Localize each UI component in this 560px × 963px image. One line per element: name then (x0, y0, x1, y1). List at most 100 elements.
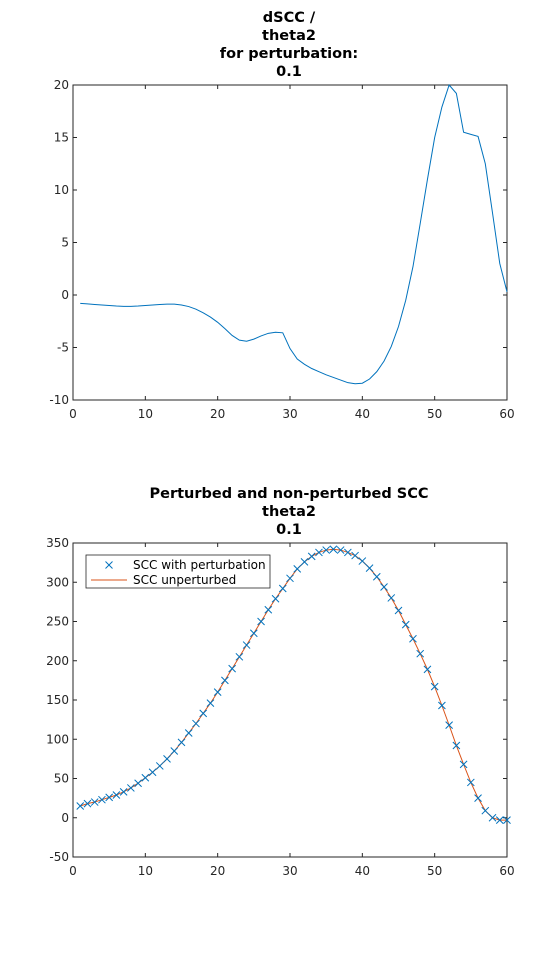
data-point-marker (199, 709, 208, 718)
y-tick-label: 300 (46, 575, 69, 589)
data-point-marker (416, 649, 425, 658)
data-point-marker (387, 594, 396, 602)
data-point-marker (98, 795, 106, 804)
data-point-marker (228, 664, 236, 673)
y-tick-label: 10 (54, 183, 69, 197)
data-point-marker (488, 813, 497, 822)
y-tick-label: 0 (61, 288, 69, 302)
x-tick-label: 60 (499, 407, 514, 421)
data-point-marker (466, 778, 475, 787)
x-tick-label: 50 (427, 407, 442, 421)
data-point-marker (155, 762, 164, 770)
data-point-marker (134, 779, 142, 788)
data-point-marker (503, 816, 511, 824)
y-tick-label: -5 (57, 341, 69, 355)
data-point-marker (257, 617, 265, 626)
x-tick-label: 30 (282, 407, 297, 421)
data-point-marker (474, 794, 482, 802)
data-point-marker (336, 546, 345, 554)
data-point-marker (380, 583, 388, 591)
data-point-marker (358, 557, 367, 565)
data-point-marker (213, 688, 222, 697)
data-point-marker (127, 784, 135, 792)
y-tick-label: 150 (46, 693, 69, 707)
bottom-title-line-2: theta2 (262, 504, 316, 520)
data-point-marker (184, 729, 193, 737)
data-point-marker (83, 799, 92, 808)
x-tick-label: 0 (69, 864, 77, 878)
top-title-line-4: 0.1 (276, 64, 302, 80)
data-point-marker (170, 747, 179, 755)
series-line-dscc (80, 84, 508, 385)
x-tick-label: 40 (355, 864, 370, 878)
data-point-marker (286, 574, 294, 583)
data-point-marker (300, 557, 309, 566)
data-point-marker (329, 545, 338, 554)
data-point-marker (459, 760, 468, 769)
y-tick-label: 100 (46, 732, 69, 746)
bottom-y-ticks: -50 0 50 100 150 200 250 300 350 (46, 536, 507, 864)
data-point-marker (495, 816, 504, 824)
data-point-marker (177, 738, 186, 747)
data-point-marker (423, 665, 432, 674)
legend-entry-unperturbed: SCC unperturbed (133, 573, 236, 587)
data-point-marker (372, 572, 381, 581)
data-point-marker (293, 565, 302, 573)
top-y-ticks: -10 -5 0 5 10 15 20 (49, 78, 507, 407)
x-tick-label: 20 (210, 864, 225, 878)
data-point-marker (401, 620, 410, 629)
top-title-line-2: theta2 (262, 28, 316, 44)
legend-x-marker (105, 561, 113, 569)
data-point-marker (445, 721, 453, 729)
top-title-line-3: for perturbation: (220, 46, 358, 62)
data-point-marker (105, 793, 114, 802)
data-point-marker (351, 551, 359, 560)
data-point-marker (307, 552, 316, 561)
data-point-marker (409, 634, 417, 643)
y-tick-label: -10 (49, 393, 69, 407)
data-point-marker (271, 594, 280, 603)
data-point-marker (163, 755, 171, 763)
x-tick-label: 50 (427, 864, 442, 878)
data-point-marker (264, 605, 273, 614)
y-tick-label: 350 (46, 536, 69, 550)
legend: SCC with perturbation SCC unperturbed (85, 554, 271, 589)
x-tick-label: 10 (138, 407, 153, 421)
bottom-title-line-3: 0.1 (276, 522, 302, 538)
y-tick-label: -50 (49, 850, 69, 864)
data-point-marker (452, 741, 461, 750)
data-point-marker (112, 791, 121, 799)
x-tick-label: 60 (499, 864, 514, 878)
y-tick-label: 15 (54, 131, 69, 145)
bottom-axes: Perturbed and non-perturbed SCC theta2 0… (46, 486, 515, 878)
y-tick-label: 0 (61, 811, 69, 825)
bottom-title-line-1: Perturbed and non-perturbed SCC (150, 486, 429, 502)
data-point-marker (365, 564, 374, 572)
data-point-marker (141, 773, 150, 782)
data-point-marker (206, 699, 215, 707)
top-series (80, 84, 508, 385)
data-point-marker (249, 629, 258, 638)
x-tick-label: 0 (69, 407, 77, 421)
x-tick-label: 30 (282, 864, 297, 878)
data-point-marker (394, 606, 403, 615)
y-tick-label: 5 (61, 236, 69, 250)
data-point-marker (322, 546, 331, 554)
data-point-marker (90, 798, 99, 806)
data-point-marker (315, 548, 323, 557)
x-tick-label: 10 (138, 864, 153, 878)
data-point-marker (438, 701, 446, 710)
top-axes: dSCC / theta2 for perturbation: 0.1 0 10 2… (49, 10, 514, 421)
y-tick-label: 250 (46, 615, 69, 629)
data-point-marker (192, 719, 200, 728)
bottom-series (76, 545, 511, 824)
legend-entry-perturbed: SCC with perturbation (133, 558, 266, 572)
x-tick-label: 40 (355, 407, 370, 421)
top-x-ticks: 0 10 20 30 40 50 60 (69, 85, 515, 421)
data-point-marker (242, 641, 251, 649)
legend-box (85, 554, 271, 589)
top-title-line-1: dSCC / (263, 10, 316, 26)
data-point-marker (148, 768, 157, 777)
data-point-marker (430, 682, 439, 691)
